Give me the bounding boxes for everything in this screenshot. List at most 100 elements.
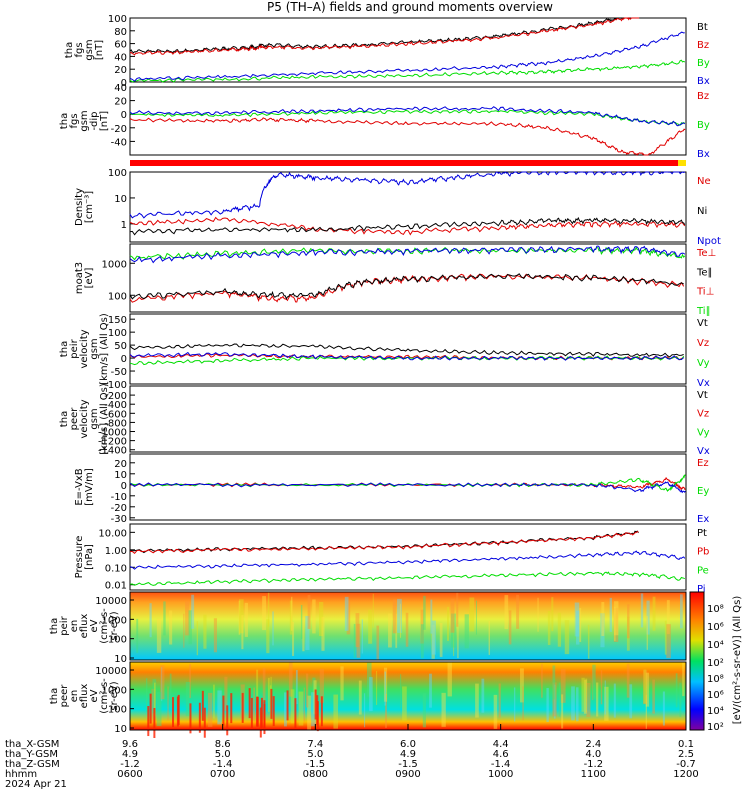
spectrogram-texture — [358, 680, 362, 715]
ytick-label: 1.00 — [105, 546, 127, 557]
spectrogram-texture — [431, 620, 436, 655]
spectrogram-texture — [626, 616, 630, 651]
legend-entry: Vx — [697, 446, 710, 457]
spectrogram-texture — [267, 677, 270, 712]
panel-ylabel: tha peir velocity gsm [km/s] (All Qs) — [59, 313, 110, 385]
panel-ylabel: tha peer en eflux eV (cm²-s-sr-eV) — [49, 678, 120, 714]
xtick-label: 1200 — [673, 769, 698, 780]
ephemeris-value: 6.0 — [400, 739, 416, 750]
legend-entry: Npot — [697, 236, 721, 247]
spectrogram-texture — [262, 668, 266, 703]
panel-ylabel: moat3 [eV] — [74, 262, 95, 294]
panel-ylabel: tha fgs gsm -dip [nT] — [59, 110, 110, 131]
ytick-label: 20 — [114, 459, 127, 470]
ephemeris-value: 2.5 — [678, 749, 694, 760]
legend-entry: By — [697, 120, 710, 131]
ephemeris-value: 4.6 — [493, 749, 509, 760]
spectrogram-texture — [420, 609, 424, 644]
spectrogram-texture — [198, 702, 201, 733]
spectrogram-texture — [385, 693, 387, 728]
legend-entry: Ex — [697, 514, 709, 525]
spectrogram-texture — [288, 662, 293, 697]
ylabel-line: en — [69, 690, 80, 703]
spectrogram-texture — [353, 623, 356, 658]
ylabel-line: fgs — [69, 113, 80, 128]
legend-entry: Vz — [697, 338, 709, 349]
spectrogram-texture — [244, 602, 248, 637]
spectrogram-texture — [177, 694, 180, 725]
spectrogram-texture — [290, 596, 293, 631]
ephemeris-value: 5.0 — [215, 749, 231, 760]
spectrogram-texture — [149, 603, 152, 638]
ylabel-line: eflux — [79, 684, 90, 709]
ylabel-line: gsm — [84, 39, 95, 60]
series-line-Ey — [129, 474, 686, 493]
spectrogram-texture — [262, 596, 267, 631]
ephemeris-value: 5.0 — [307, 749, 323, 760]
ylabel-line: sr-eV) — [109, 681, 120, 710]
ytick-label: 10 — [114, 654, 127, 665]
ytick-label: -50 — [111, 367, 127, 378]
ylabel-line: tha — [49, 688, 60, 704]
spectrogram-texture — [456, 592, 459, 627]
ephemeris-label: tha_Y-GSM — [5, 749, 58, 760]
ylabel-line: peir — [59, 615, 70, 635]
spectrogram-texture — [450, 613, 456, 648]
spectrogram-texture — [156, 692, 162, 727]
spectrogram-texture — [346, 600, 351, 635]
series-line-Bx — [129, 31, 685, 82]
ephemeris-value: 4.9 — [400, 749, 416, 760]
panel-frame — [129, 523, 687, 591]
ylabel-line: gsm — [89, 408, 100, 429]
spectrogram-texture — [311, 692, 316, 727]
spectrogram-texture — [169, 673, 172, 708]
panel-p10: tha peer en eflux eV (cm²-s-sr-eV)10000100010… — [49, 661, 687, 738]
colorbar-tick: 10⁴ — [707, 640, 724, 651]
spectrogram-texture — [356, 623, 361, 658]
ylabel-line: eV — [89, 689, 100, 702]
ytick-label: 10 — [114, 194, 127, 205]
spectrogram-texture — [626, 663, 630, 698]
panel-p9: tha peir en eflux eV (cm²-s-sr-eV)10000100010… — [49, 591, 687, 665]
ylabel-line: E=-VxB — [74, 468, 85, 505]
ytick-label: -1000 — [98, 428, 127, 439]
spectrogram-texture — [388, 613, 392, 648]
xtick-label: 1100 — [581, 769, 606, 780]
ytick-label: -800 — [104, 418, 127, 429]
spectrogram-texture — [682, 662, 685, 697]
spectrogram-texture — [664, 620, 667, 655]
ylabel-line: velocity — [79, 399, 90, 438]
colorbar-tick: 10⁴ — [707, 706, 724, 717]
spectrogram-texture — [368, 609, 373, 644]
legend-entry: Pb — [697, 547, 709, 558]
spectrogram-texture — [614, 601, 619, 636]
spectrogram-texture — [333, 694, 339, 729]
spectrogram-texture — [152, 679, 157, 714]
spectrogram-texture — [213, 618, 217, 653]
ylabel-line: [eV] — [84, 268, 95, 289]
legend-entry: Pe — [697, 565, 709, 576]
ytick-label: -1400 — [98, 446, 127, 457]
spectrogram-texture — [574, 602, 580, 637]
spectrogram-texture — [652, 679, 655, 714]
legend-entry: Pt — [697, 528, 707, 539]
colorbar-tick: 10² — [707, 722, 724, 733]
ytick-label: 10 — [114, 724, 127, 735]
panel-frame — [129, 86, 687, 156]
spectrogram-texture — [270, 688, 273, 719]
spectrogram-texture — [147, 706, 150, 737]
legend-entry: Te∥ — [696, 267, 713, 278]
spectrogram-texture — [447, 662, 452, 697]
ytick-label: -30 — [111, 514, 127, 525]
series-line-Bz — [129, 17, 640, 56]
spectrogram-texture — [263, 704, 266, 735]
spectrogram-texture — [266, 619, 270, 654]
spectrogram-texture — [447, 606, 450, 641]
xtick-label: 0700 — [210, 769, 235, 780]
spectrogram-texture — [201, 690, 204, 721]
ephemeris-label: tha_Z-GSM — [5, 759, 60, 770]
spectrogram-texture — [546, 687, 549, 722]
spectrogram-texture — [395, 613, 398, 648]
spectrogram-texture — [645, 694, 647, 729]
series-line-Ne — [129, 216, 686, 236]
